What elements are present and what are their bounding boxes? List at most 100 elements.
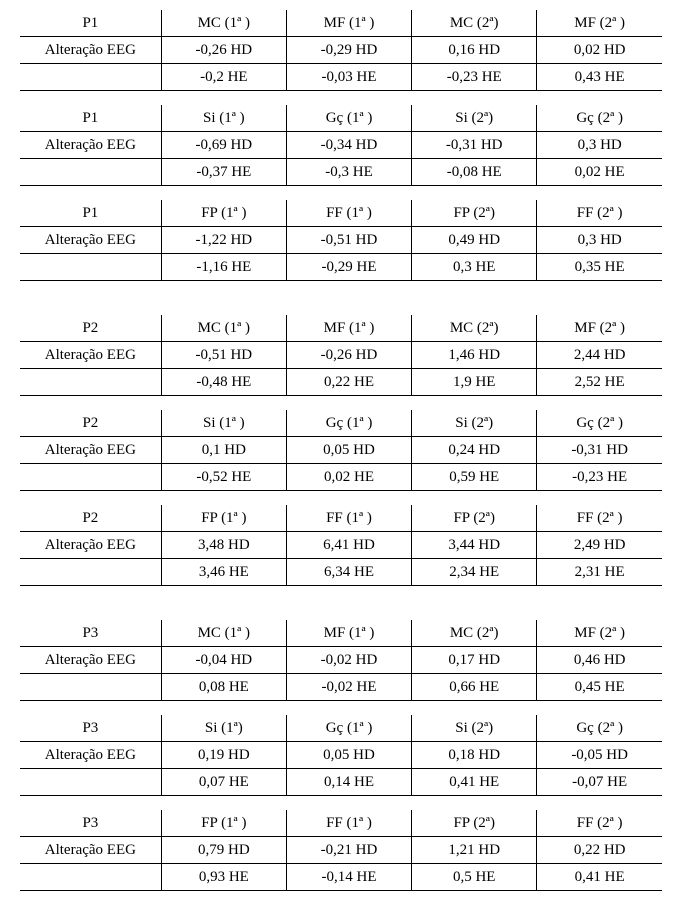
row-label-empty xyxy=(20,464,161,491)
value-hd: 0,24 HD xyxy=(412,437,537,464)
value-he: 0,3 HE xyxy=(412,254,537,281)
value-hd: 0,1 HD xyxy=(161,437,286,464)
value-hd: 0,05 HD xyxy=(286,437,411,464)
value-he: -0,02 HE xyxy=(286,674,411,701)
participant-label: P2 xyxy=(20,505,161,532)
row-label: Alteração EEG xyxy=(20,742,161,769)
column-header: MC (1ª ) xyxy=(161,10,286,37)
row-label: Alteração EEG xyxy=(20,437,161,464)
value-hd: 0,16 HD xyxy=(412,37,537,64)
column-header: FP (2ª) xyxy=(412,505,537,532)
value-hd: 3,44 HD xyxy=(412,532,537,559)
value-he: 0,14 HE xyxy=(286,769,411,796)
column-header: FF (1ª ) xyxy=(286,810,411,837)
value-hd: -0,05 HD xyxy=(537,742,662,769)
value-hd: -0,29 HD xyxy=(286,37,411,64)
value-hd: 2,49 HD xyxy=(537,532,662,559)
value-he: 1,9 HE xyxy=(412,369,537,396)
value-hd: 0,19 HD xyxy=(161,742,286,769)
value-he: 0,66 HE xyxy=(412,674,537,701)
participant-label: P1 xyxy=(20,10,161,37)
row-label-empty xyxy=(20,64,161,91)
value-he: 0,02 HE xyxy=(537,159,662,186)
column-header: FP (1ª ) xyxy=(161,505,286,532)
row-label: Alteração EEG xyxy=(20,647,161,674)
row-label-empty xyxy=(20,769,161,796)
value-hd: -0,26 HD xyxy=(286,342,411,369)
value-he: 0,02 HE xyxy=(286,464,411,491)
row-label: Alteração EEG xyxy=(20,132,161,159)
value-he: 0,08 HE xyxy=(161,674,286,701)
value-he: -0,3 HE xyxy=(286,159,411,186)
row-label: Alteração EEG xyxy=(20,227,161,254)
value-he: 0,59 HE xyxy=(412,464,537,491)
value-hd: -1,22 HD xyxy=(161,227,286,254)
column-header: Si (1ª) xyxy=(161,715,286,742)
value-he: -0,08 HE xyxy=(412,159,537,186)
column-header: Si (2ª) xyxy=(412,715,537,742)
row-label-empty xyxy=(20,254,161,281)
row-label-empty xyxy=(20,369,161,396)
value-he: -0,14 HE xyxy=(286,864,411,891)
column-header: MC (1ª ) xyxy=(161,620,286,647)
value-he: 2,52 HE xyxy=(537,369,662,396)
column-header: Gç (2ª ) xyxy=(537,105,662,132)
column-header: FF (1ª ) xyxy=(286,505,411,532)
value-hd: 0,49 HD xyxy=(412,227,537,254)
participant-label: P3 xyxy=(20,620,161,647)
value-he: -0,29 HE xyxy=(286,254,411,281)
value-he: 0,5 HE xyxy=(412,864,537,891)
value-he: 0,07 HE xyxy=(161,769,286,796)
value-he: -0,52 HE xyxy=(161,464,286,491)
value-he: 2,34 HE xyxy=(412,559,537,586)
participant-label: P1 xyxy=(20,200,161,227)
column-header: Si (1ª ) xyxy=(161,105,286,132)
column-header: Gç (1ª ) xyxy=(286,105,411,132)
value-hd: -0,21 HD xyxy=(286,837,411,864)
column-header: MF (2ª ) xyxy=(537,10,662,37)
column-header: Gç (1ª ) xyxy=(286,410,411,437)
column-header: MC (2ª) xyxy=(412,10,537,37)
column-header: Gç (2ª ) xyxy=(537,410,662,437)
value-he: 0,43 HE xyxy=(537,64,662,91)
value-hd: -0,31 HD xyxy=(537,437,662,464)
data-table: P1MC (1ª )MF (1ª )MC (2ª)MF (2ª )Alteraç… xyxy=(20,10,662,891)
column-header: FF (2ª ) xyxy=(537,505,662,532)
value-he: -0,03 HE xyxy=(286,64,411,91)
value-he: -0,23 HE xyxy=(537,464,662,491)
column-header: FP (1ª ) xyxy=(161,810,286,837)
value-he: -0,07 HE xyxy=(537,769,662,796)
row-label: Alteração EEG xyxy=(20,532,161,559)
value-he: 0,93 HE xyxy=(161,864,286,891)
value-he: 3,46 HE xyxy=(161,559,286,586)
value-hd: 0,05 HD xyxy=(286,742,411,769)
participant-label: P2 xyxy=(20,315,161,342)
row-label-empty xyxy=(20,159,161,186)
column-header: FP (1ª ) xyxy=(161,200,286,227)
value-he: -0,23 HE xyxy=(412,64,537,91)
value-hd: -0,51 HD xyxy=(286,227,411,254)
value-hd: 3,48 HD xyxy=(161,532,286,559)
column-header: FF (2ª ) xyxy=(537,810,662,837)
value-hd: -0,34 HD xyxy=(286,132,411,159)
column-header: MC (2ª) xyxy=(412,620,537,647)
row-label: Alteração EEG xyxy=(20,342,161,369)
column-header: MF (1ª ) xyxy=(286,620,411,647)
value-hd: -0,31 HD xyxy=(412,132,537,159)
participant-label: P3 xyxy=(20,810,161,837)
column-header: Si (2ª) xyxy=(412,105,537,132)
column-header: FP (2ª) xyxy=(412,810,537,837)
value-he: 6,34 HE xyxy=(286,559,411,586)
value-hd: 2,44 HD xyxy=(537,342,662,369)
column-header: FF (1ª ) xyxy=(286,200,411,227)
value-he: 0,41 HE xyxy=(537,864,662,891)
participant-label: P1 xyxy=(20,105,161,132)
value-he: 2,31 HE xyxy=(537,559,662,586)
value-hd: 0,46 HD xyxy=(537,647,662,674)
value-hd: 0,17 HD xyxy=(412,647,537,674)
column-header: MF (1ª ) xyxy=(286,10,411,37)
column-header: MF (2ª ) xyxy=(537,315,662,342)
column-header: FP (2ª) xyxy=(412,200,537,227)
column-header: MC (2ª) xyxy=(412,315,537,342)
value-he: -0,37 HE xyxy=(161,159,286,186)
